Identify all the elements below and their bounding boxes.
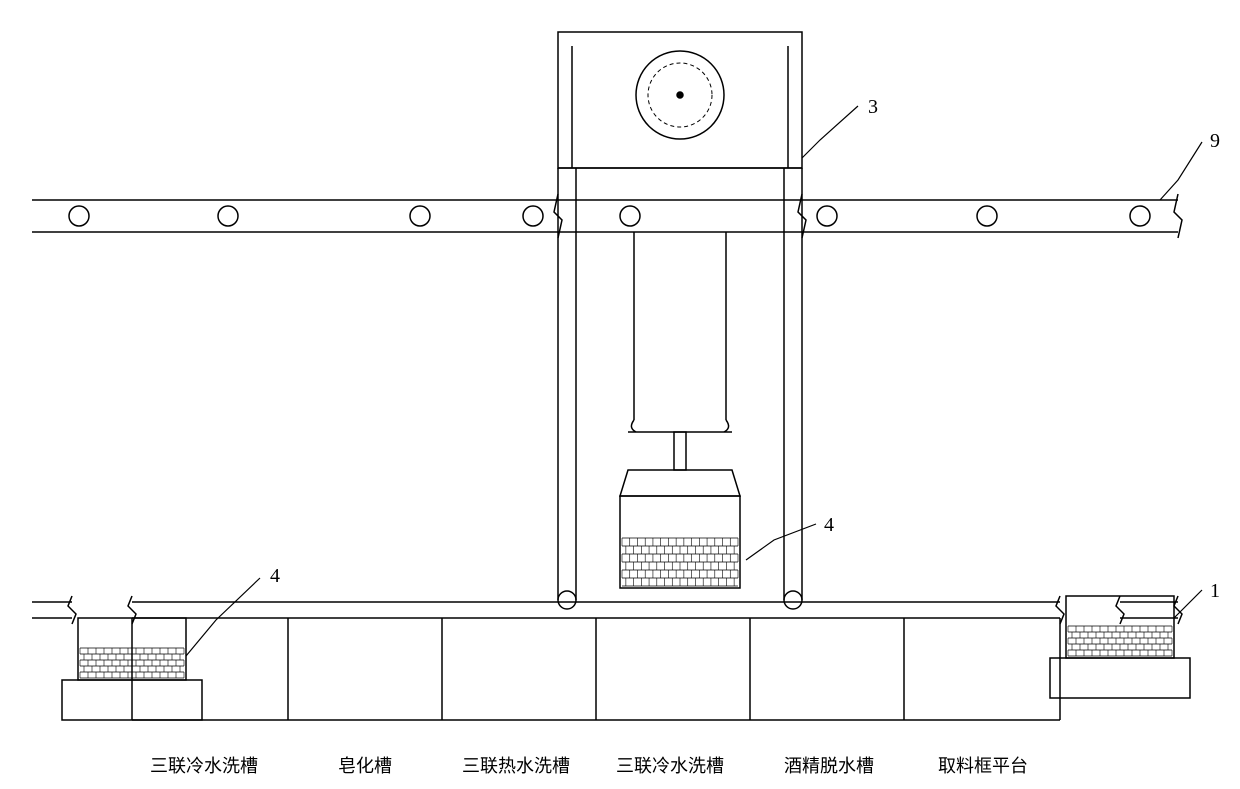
callout-c9: 9 [1210, 130, 1220, 153]
callout-c1: 1 [1210, 580, 1220, 603]
station-label: 皂化槽 [338, 752, 392, 778]
station-label: 三联冷水洗槽 [616, 752, 724, 778]
diagram-svg [0, 0, 1240, 789]
callout-c3: 3 [868, 96, 878, 119]
callout-c4b: 4 [824, 514, 834, 537]
station-label: 三联冷水洗槽 [150, 752, 258, 778]
callout-c4a: 4 [270, 565, 280, 588]
station-label: 取料框平台 [938, 752, 1028, 778]
station-label: 三联热水洗槽 [462, 752, 570, 778]
station-label: 酒精脱水槽 [784, 752, 874, 778]
